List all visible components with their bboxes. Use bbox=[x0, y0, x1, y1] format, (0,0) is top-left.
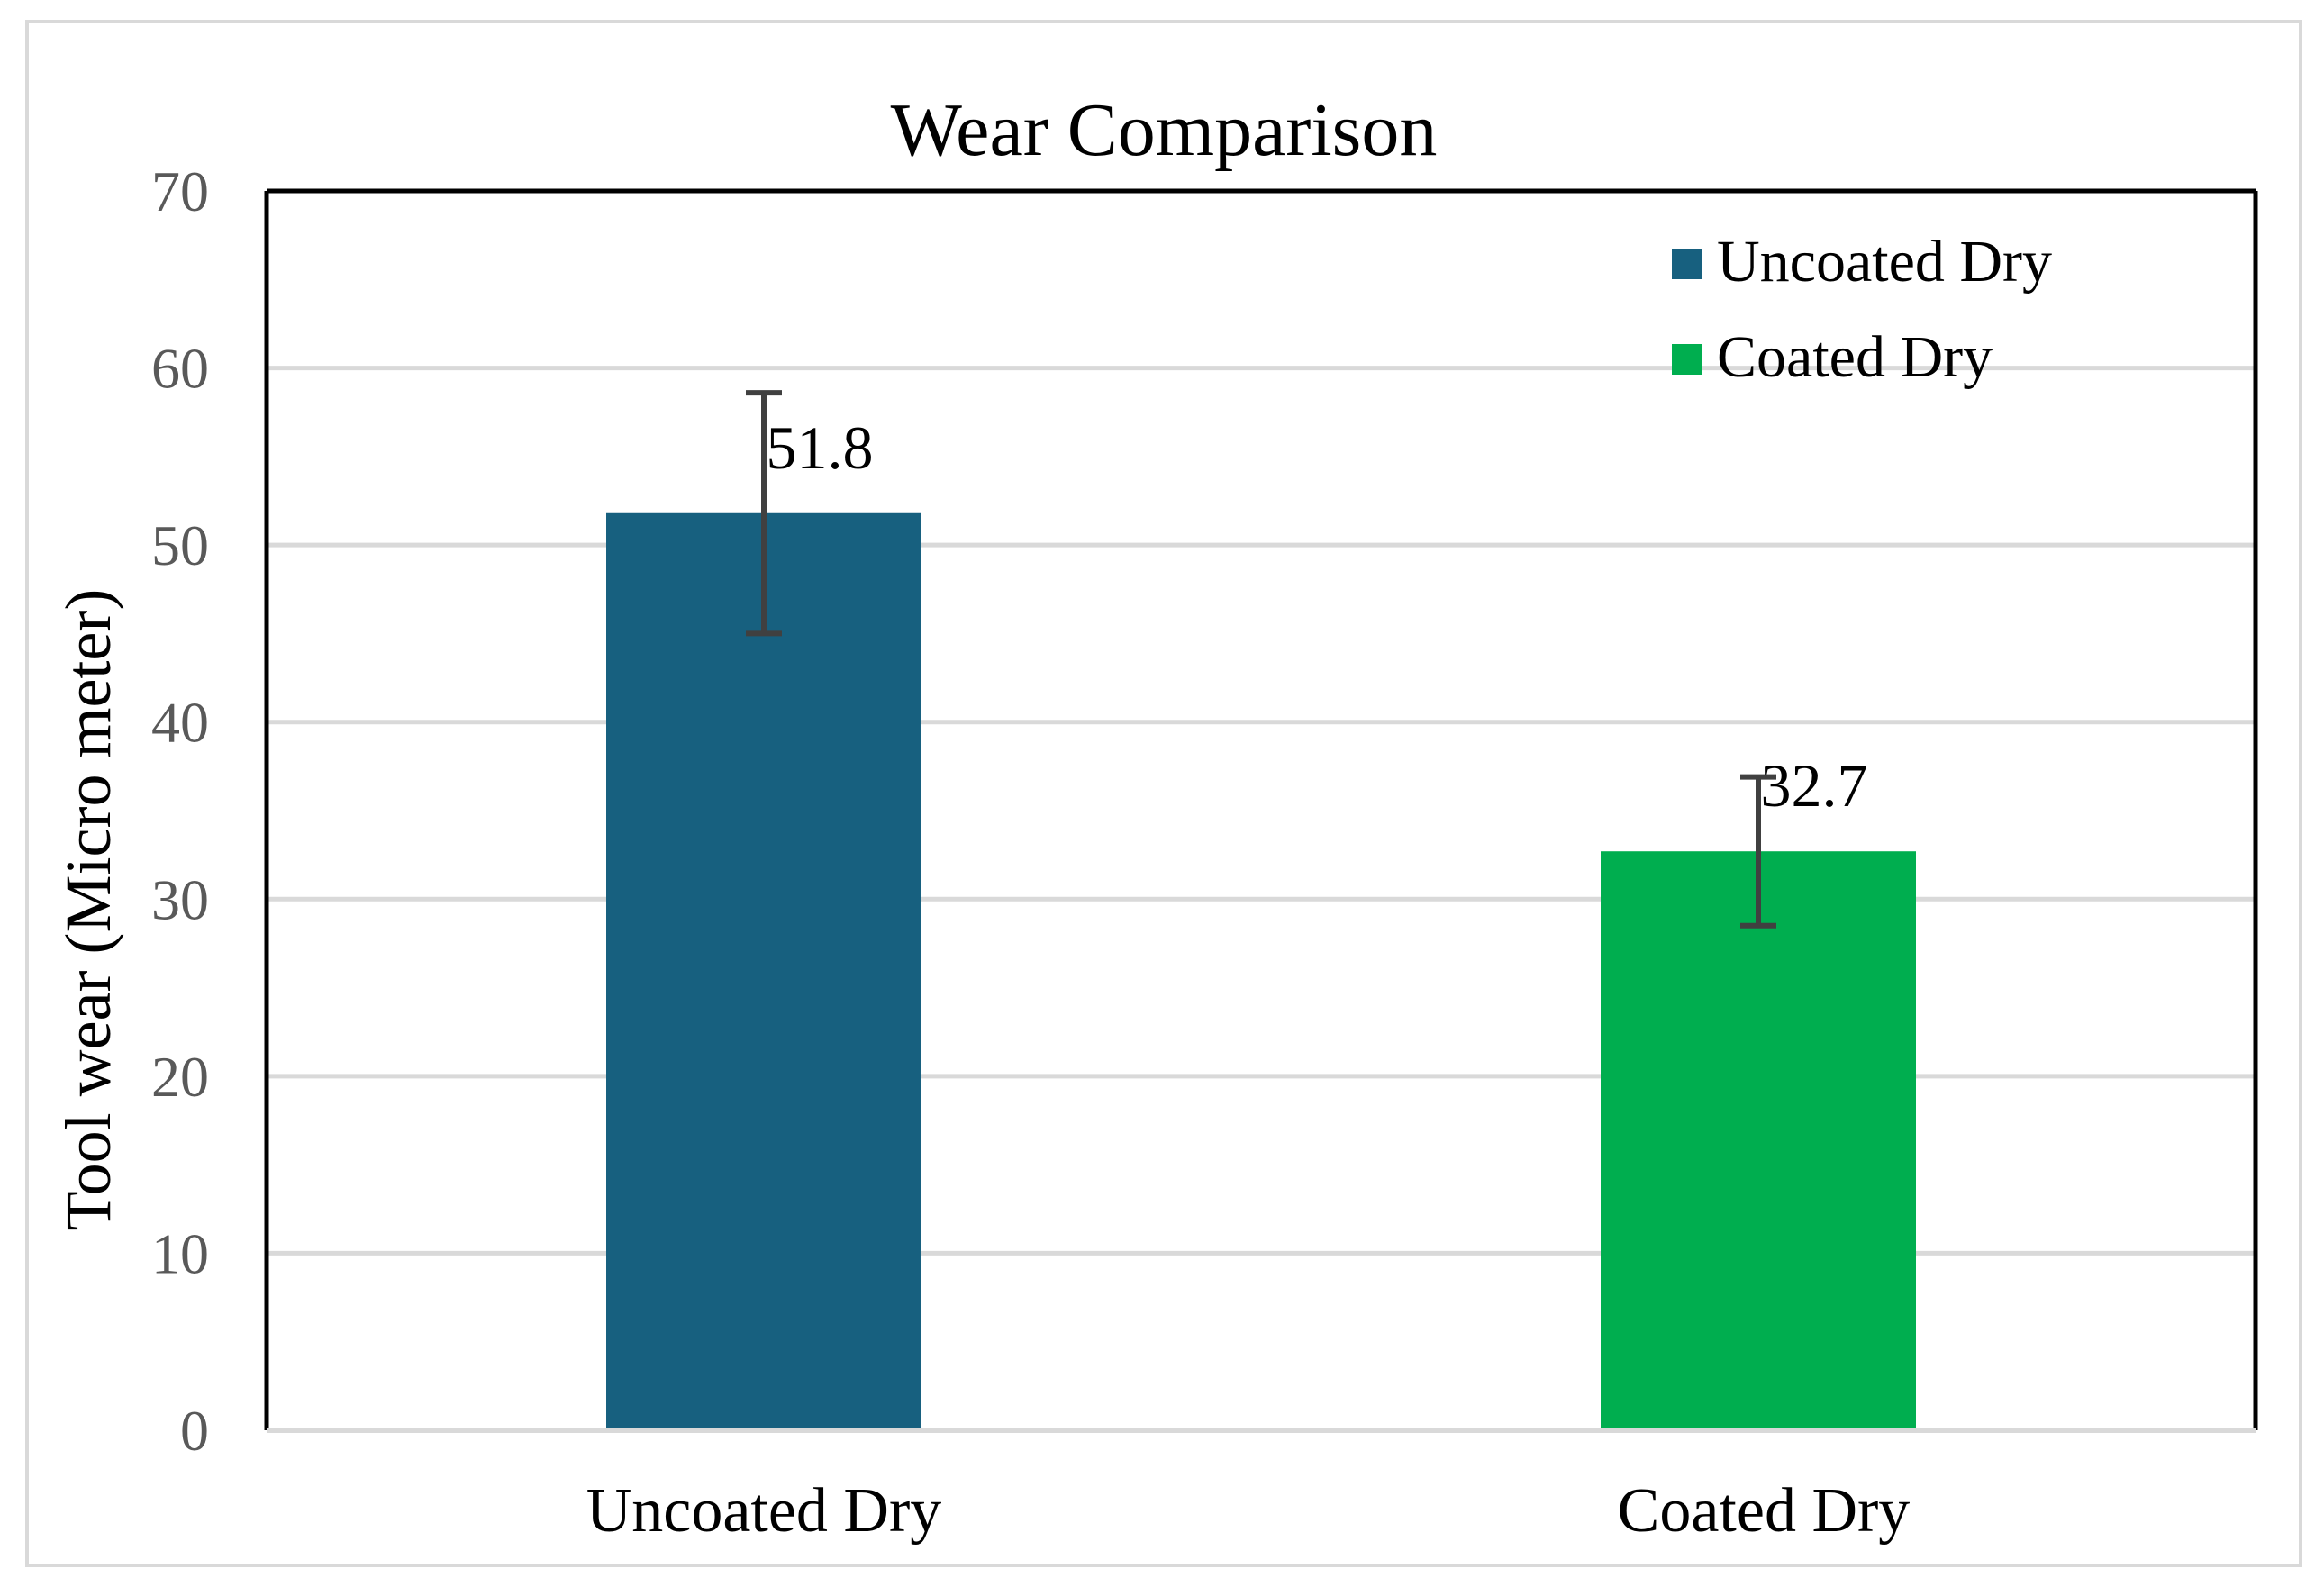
x-tick-labels: Uncoated Dry Coated Dry bbox=[586, 1476, 1911, 1546]
y-tick-label-2: 20 bbox=[151, 1045, 209, 1109]
y-tick-label-5: 50 bbox=[151, 513, 209, 577]
axes bbox=[264, 188, 2258, 1433]
y-tick-label-7: 70 bbox=[151, 159, 209, 223]
y-tick-label-1: 10 bbox=[151, 1221, 209, 1285]
y-tick-label-4: 40 bbox=[151, 691, 209, 755]
y-tick-label-0: 0 bbox=[180, 1399, 209, 1463]
y-tick-label-6: 60 bbox=[151, 337, 209, 401]
y-tick-label-3: 30 bbox=[151, 867, 209, 931]
x-tick-label-0: Uncoated Dry bbox=[586, 1476, 942, 1546]
data-label-0: 51.8 bbox=[767, 413, 874, 482]
chart-title: Wear Comparison bbox=[891, 88, 1438, 172]
data-label-1: 32.7 bbox=[1761, 751, 1868, 820]
data-labels: 51.8 32.7 bbox=[767, 413, 1868, 820]
x-tick-label-1: Coated Dry bbox=[1618, 1476, 1911, 1546]
legend-item-0[interactable]: Uncoated Dry bbox=[1672, 229, 2052, 295]
y-tick-labels: 0 10 20 30 40 50 60 70 bbox=[151, 159, 209, 1463]
legend-item-1[interactable]: Coated Dry bbox=[1672, 324, 1993, 390]
chart-frame bbox=[25, 20, 2302, 1567]
error-bar-1 bbox=[1740, 774, 1776, 929]
y-axis-label: Tool wear (Micro meter) bbox=[52, 589, 124, 1231]
bar-coated-dry[interactable] bbox=[1601, 851, 1916, 1430]
bars bbox=[606, 512, 1916, 1430]
error-bars bbox=[746, 390, 1776, 929]
legend-label-0: Uncoated Dry bbox=[1717, 229, 2052, 295]
legend[interactable]: Uncoated Dry Coated Dry bbox=[1672, 229, 2052, 390]
legend-label-1: Coated Dry bbox=[1717, 324, 1993, 390]
legend-swatch-0 bbox=[1672, 249, 1702, 279]
bar-uncoated-dry[interactable] bbox=[606, 512, 921, 1430]
legend-swatch-1 bbox=[1672, 344, 1702, 375]
error-bar-0 bbox=[746, 390, 782, 637]
